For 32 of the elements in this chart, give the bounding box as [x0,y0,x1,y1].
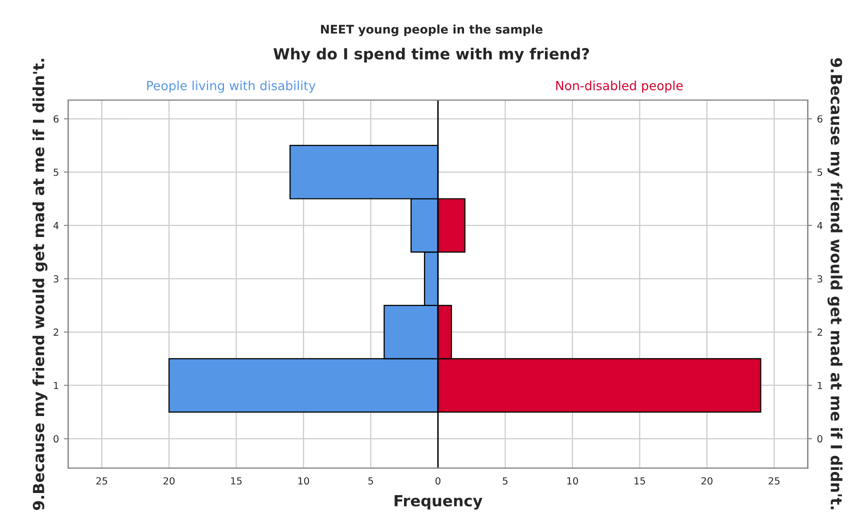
x-tick-label: 0 [436,477,440,485]
y2-tick-label: 1 [818,382,822,390]
x-tick-label: 25 [96,477,108,485]
y2-tick-label: 6 [817,115,822,123]
y-tick-label: 5 [54,168,58,176]
y2-tick-label: 0 [817,435,822,443]
x-tick-label: 5 [368,477,373,485]
y2-tick-label: 4 [817,222,822,230]
chart-title: Why do I spend time with my friend? [273,48,589,63]
x-tick-label: 15 [231,477,242,485]
y-tick-label: 6 [54,115,59,123]
text: People living with disability [147,80,316,93]
x-tick-label: 10 [567,477,578,485]
y2-tick-label: 2 [818,328,822,336]
y-tick-label: 4 [53,222,59,230]
x-tick-label: 5 [502,477,508,485]
y2-tick-label: 5 [818,168,822,176]
y-tick-label: 0 [54,435,59,443]
y2-tick-label: 3 [818,275,822,283]
x-tick-label: 20 [164,477,175,485]
y-tick-label: 2 [54,328,58,336]
chart-subtitle: NEET young people in the sample [321,24,542,36]
x-tick-label: 15 [634,477,646,485]
text: Non-disabled people [556,80,683,93]
y2-axis-title: 9.Because my friend would get mad at me if I didn't. [828,58,842,510]
x-tick-label: 10 [298,477,310,485]
y-axis-title: 9.Because my friend would get mad at me if I didn't. [32,58,48,510]
x-tick-label: 25 [768,477,780,485]
x-axis-title: Frequency [394,495,482,510]
x-tick-label: 20 [701,477,712,485]
y-tick-label: 1 [54,382,58,390]
y-tick-label: 3 [54,275,58,283]
